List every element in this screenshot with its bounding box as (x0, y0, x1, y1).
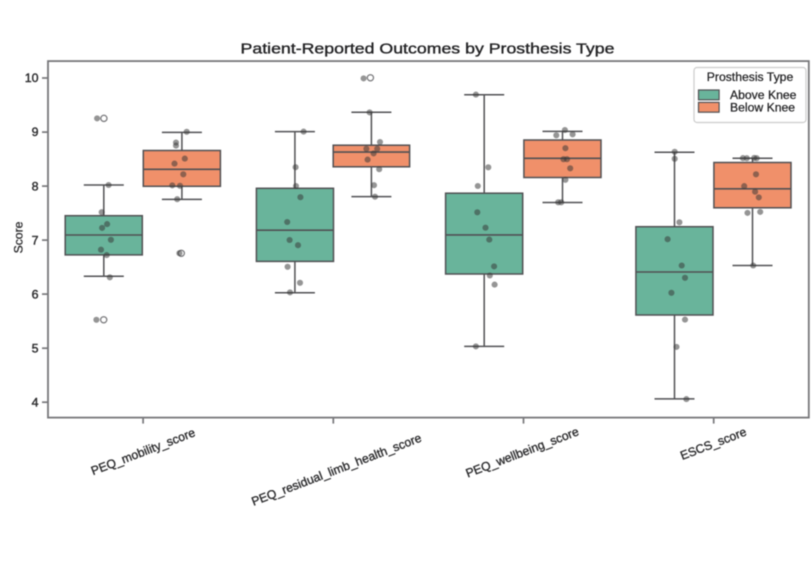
svg-text:6: 6 (32, 287, 39, 301)
svg-text:5: 5 (32, 341, 39, 355)
svg-text:Below Knee: Below Knee (730, 101, 795, 115)
svg-text:10: 10 (25, 71, 39, 85)
svg-text:7: 7 (32, 233, 39, 247)
svg-text:8: 8 (32, 179, 39, 193)
svg-text:4: 4 (32, 395, 39, 409)
svg-text:Prosthesis Type: Prosthesis Type (707, 70, 794, 84)
svg-text:Patient-Reported Outcomes by P: Patient-Reported Outcomes by Prosthesis … (241, 41, 615, 57)
svg-text:Score: Score (11, 221, 25, 253)
svg-text:Above Knee: Above Knee (730, 88, 797, 102)
svg-text:9: 9 (32, 125, 39, 139)
